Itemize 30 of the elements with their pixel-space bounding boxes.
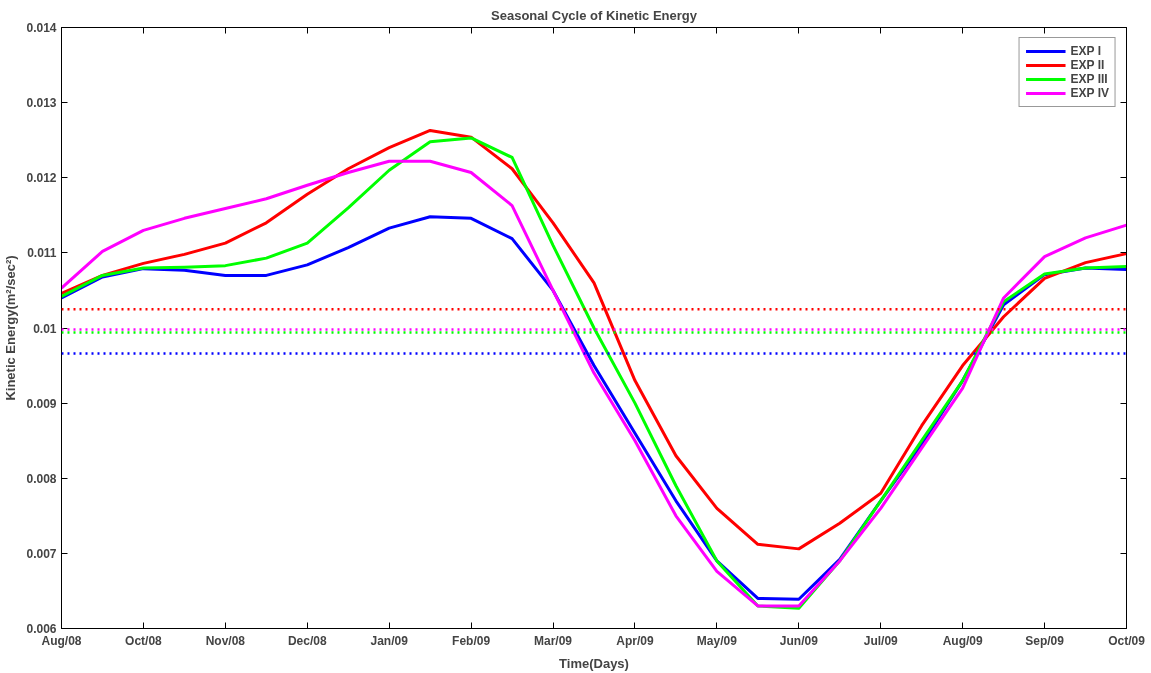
x-tick-label: Apr/09 bbox=[616, 633, 654, 648]
y-tick-label: 0.012 bbox=[26, 171, 57, 186]
legend-label: EXP I bbox=[1070, 44, 1101, 58]
x-tick-label: May/09 bbox=[696, 633, 738, 648]
x-tick-label: Jun/09 bbox=[779, 633, 819, 648]
x-axis-title: Time(Days) bbox=[559, 655, 629, 671]
x-tick-label: Oct/08 bbox=[125, 633, 163, 648]
y-tick-label: 0.011 bbox=[27, 246, 57, 261]
y-tick-label: 0.007 bbox=[26, 546, 57, 561]
legend-label: EXP III bbox=[1070, 72, 1108, 86]
x-tick-label: Feb/09 bbox=[452, 633, 491, 648]
x-tick-label: Jul/09 bbox=[863, 633, 899, 648]
x-tick-label: Aug/09 bbox=[942, 633, 983, 648]
y-tick-label: 0.008 bbox=[26, 471, 57, 486]
x-tick-label: Aug/08 bbox=[41, 633, 82, 648]
x-tick-label: Sep/09 bbox=[1025, 633, 1065, 648]
y-tick-label: 0.006 bbox=[26, 622, 57, 636]
x-tick-label: Dec/08 bbox=[287, 633, 327, 648]
y-axis-title: Kinetic Energy(m²/sec²) bbox=[3, 255, 19, 401]
chart-title: Seasonal Cycle of Kinetic Energy bbox=[491, 7, 698, 23]
y-tick-label: 0.009 bbox=[26, 396, 57, 411]
legend-label: EXP II bbox=[1070, 58, 1105, 72]
x-tick-label: Mar/09 bbox=[534, 633, 573, 648]
y-tick-label: 0.01 bbox=[33, 321, 57, 336]
x-tick-label: Oct/09 bbox=[1108, 633, 1146, 648]
y-tick-label: 0.014 bbox=[26, 21, 57, 35]
x-tick-label: Jan/09 bbox=[370, 633, 409, 648]
y-tick-label: 0.013 bbox=[26, 96, 57, 111]
legend-label: EXP IV bbox=[1070, 86, 1109, 100]
x-tick-label: Nov/08 bbox=[205, 633, 246, 648]
